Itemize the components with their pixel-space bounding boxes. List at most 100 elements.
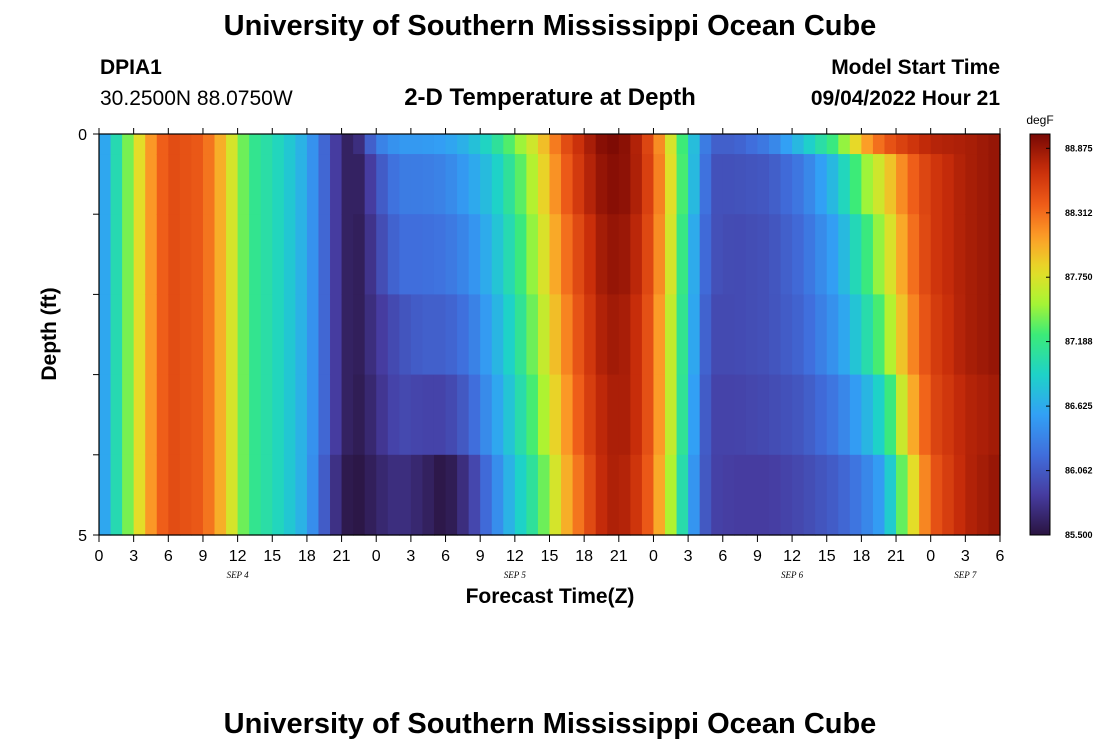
heatmap-cell — [768, 134, 782, 155]
heatmap-cell — [561, 454, 574, 536]
heatmap-cell — [607, 454, 620, 536]
heatmap-cell — [376, 214, 389, 295]
heatmap-cell — [595, 454, 608, 536]
heatmap-cell — [156, 214, 169, 295]
x-tick-label: 12 — [506, 548, 524, 565]
heatmap-cell — [953, 294, 966, 376]
heatmap-cell — [433, 134, 447, 155]
colorbar-tick-label: 87.188 — [1065, 337, 1093, 347]
heatmap-cell — [226, 454, 239, 536]
heatmap-cell — [214, 154, 227, 215]
heatmap-cell — [930, 294, 943, 376]
x-tick-label: 6 — [441, 548, 450, 565]
heatmap-cell — [445, 454, 458, 536]
heatmap-cell — [330, 454, 343, 536]
heatmap-cell — [341, 154, 354, 215]
colorbar — [1029, 133, 1051, 536]
x-axis: 0 3 6 9 12 15 18 21 0 3 6 9 12 15 18 21 0 3 6 9 12 15 18 21 0 3 6 — [95, 128, 1005, 565]
heatmap-cell — [122, 454, 135, 536]
heatmap-cell — [260, 154, 273, 215]
heatmap-cell — [780, 154, 793, 215]
x-tick-label: 18 — [298, 548, 316, 565]
heatmap-cell — [688, 294, 701, 376]
heatmap-cell — [976, 134, 990, 155]
station-coordinates: 30.2500N 88.0750W — [100, 87, 293, 110]
heatmap-cell — [942, 374, 955, 456]
heatmap-cell — [353, 454, 366, 536]
heatmap-cell — [872, 374, 886, 456]
heatmap-cell — [803, 214, 816, 295]
heatmap-cell — [653, 454, 666, 536]
heatmap-cell — [722, 154, 735, 215]
heatmap-cell — [872, 134, 886, 155]
heatmap-cell — [99, 154, 112, 215]
heatmap-cell — [433, 154, 447, 215]
heatmap-cell — [422, 374, 435, 456]
heatmap-cell — [202, 154, 216, 215]
heatmap-cell — [445, 214, 458, 295]
heatmap-cell — [410, 214, 424, 295]
heatmap-cell — [168, 214, 181, 295]
heatmap-cell — [826, 454, 839, 536]
heatmap-cell — [272, 294, 285, 376]
heatmap-cell — [549, 154, 562, 215]
heatmap-cell — [457, 294, 470, 376]
heatmap-cell — [826, 154, 839, 215]
heatmap-cell — [549, 294, 562, 376]
heatmap-cell — [653, 294, 666, 376]
heatmap-cell — [191, 134, 204, 155]
heatmap-cell — [768, 454, 782, 536]
heatmap-cell — [792, 454, 805, 536]
heatmap-cell — [318, 134, 331, 155]
heatmap-cell — [641, 374, 655, 456]
heatmap-cell — [191, 154, 204, 215]
heatmap-cell — [861, 154, 874, 215]
heatmap-cell — [537, 214, 551, 295]
heatmap-cell — [306, 294, 320, 376]
heatmap-cell — [330, 134, 343, 155]
heatmap-cell — [572, 214, 585, 295]
heatmap-cell — [237, 154, 250, 215]
heatmap-cell — [561, 294, 574, 376]
heatmap-cell — [226, 134, 239, 155]
heatmap-cell — [884, 294, 897, 376]
heatmap-cell — [387, 154, 400, 215]
heatmap-cell — [618, 154, 631, 215]
heatmap-cell — [584, 214, 597, 295]
heatmap-cell — [410, 454, 424, 536]
heatmap-cell — [942, 154, 955, 215]
heatmap-cell — [122, 214, 135, 295]
heatmap-cell — [803, 154, 816, 215]
heatmap-cell — [272, 214, 285, 295]
heatmap-cell — [457, 374, 470, 456]
heatmap-cell — [433, 374, 447, 456]
heatmap-cell — [468, 154, 481, 215]
heatmap-cell — [295, 214, 308, 295]
heatmap-cell — [110, 374, 123, 456]
heatmap-cell — [353, 374, 366, 456]
heatmap-cell — [792, 374, 805, 456]
x-tick-label: 9 — [199, 548, 208, 565]
x-axis-label: Forecast Time(Z) — [465, 585, 635, 608]
heatmap-cell — [249, 374, 262, 456]
heatmap-cell — [202, 454, 216, 536]
heatmap-cell — [965, 374, 978, 456]
heatmap-cell — [110, 214, 123, 295]
heatmap-cell — [214, 454, 227, 536]
heatmap-cell — [283, 294, 296, 376]
heatmap-cell — [838, 454, 851, 536]
heatmap-cell — [711, 294, 724, 376]
heatmap-cell — [399, 454, 412, 536]
heatmap-cell — [930, 374, 943, 456]
heatmap-cell — [526, 154, 539, 215]
heatmap-cell — [618, 214, 631, 295]
heatmap-cell — [202, 134, 216, 155]
heatmap-cell — [942, 454, 955, 536]
heatmap-cell — [480, 294, 493, 376]
heatmap-cell — [734, 134, 747, 155]
x-tick-label: 21 — [887, 548, 905, 565]
heatmap-cell — [676, 214, 689, 295]
heatmap-cell — [630, 214, 643, 295]
heatmap-cell — [838, 154, 851, 215]
heatmap-cell — [907, 454, 920, 536]
